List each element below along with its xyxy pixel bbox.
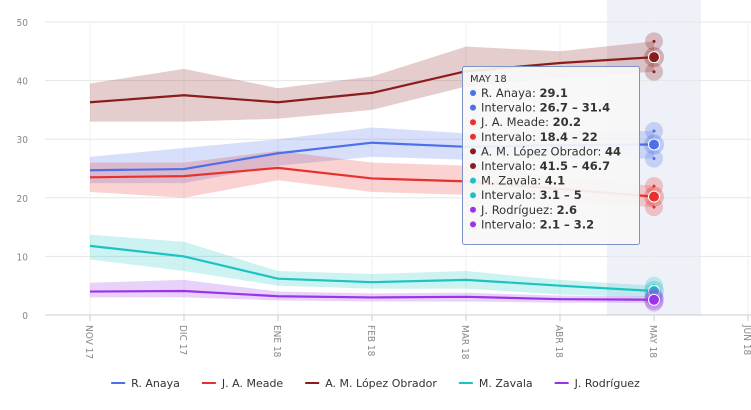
confidence-band [90,234,654,297]
tooltip-bullet [470,133,476,140]
legend: R. Anaya J. A. Meade A. M. López Obrador M.… [111,377,640,390]
y-tick-label: 0 [22,311,28,322]
tooltip-row: Intervalo: 2.1 – 3.2 [481,217,594,231]
confidence-band [90,41,654,122]
band-dot [652,70,656,74]
x-tick-label: NOV 17 [83,325,94,359]
tooltip-value: 44 [605,144,621,158]
tooltip-row: A. M. López Obrador: 44 [481,144,621,158]
tooltip-label: Intervalo: [481,159,540,173]
x-tick-label: FEB 18 [365,325,376,357]
series-line [89,244,655,293]
tooltip-bullet [470,119,476,126]
tooltip-value: 4.1 [545,174,565,188]
tooltip-row: Intervalo: 18.4 – 22 [481,130,598,144]
tooltip-label: Intervalo: [481,188,540,202]
y-tick-label: 10 [17,252,29,263]
x-tick-label: MAY 18 [647,325,658,358]
legend-label: A. M. López Obrador [325,377,437,390]
tooltip-bullet [470,177,476,184]
tooltip-label: J. Rodríguez: [480,203,557,217]
tooltip-row: Intervalo: 41.5 – 46.7 [481,159,610,173]
x-tick-label: MAR 18 [459,325,470,360]
x-tick-label: ABR 18 [553,325,564,358]
marker [648,190,660,203]
y-tick-label: 30 [17,135,29,146]
tooltip-bullet [470,192,476,199]
legend-label: J. Rodríguez [574,377,640,390]
tooltip-row: J. A. Meade: 20.2 [480,115,581,129]
tooltip-row: Intervalo: 3.1 – 5 [481,188,582,202]
y-tick-label: 50 [17,18,29,29]
tooltip-label: R. Anaya: [481,86,539,100]
x-tick-label: DIC 17 [177,325,188,355]
marker [648,51,660,64]
series-line [89,56,655,104]
tooltip-label: A. M. López Obrador: [481,144,605,158]
band-dot [652,39,656,43]
band-dot [652,205,656,209]
legend-label: J. A. Meade [221,377,284,390]
y-tick-label: 20 [17,194,29,205]
tooltip-value: 2.1 – 3.2 [540,217,595,231]
series-line [89,289,655,301]
tooltip-value: 18.4 – 22 [540,130,598,144]
band-dot [652,129,656,133]
x-tick-label: ENE 18 [271,325,282,358]
tooltip-row: M. Zavala: 4.1 [481,174,565,188]
tooltip-label: Intervalo: [481,217,540,231]
band-dot [652,157,656,161]
legend-label: R. Anaya [131,377,180,390]
tooltip-bullet [470,90,476,96]
legend-label: M. Zavala [479,377,533,390]
tooltip-value: 20.2 [553,115,581,129]
band-dot [652,184,656,188]
tooltip-bullet [470,148,476,155]
tooltip-bullet [470,104,476,111]
marker [648,293,660,306]
tooltip-value: 3.1 – 5 [540,188,582,202]
tooltip-row: R. Anaya: 29.1 [481,86,568,100]
tooltip-value: 29.1 [539,86,567,100]
tooltip-value: 26.7 – 31.4 [540,101,611,115]
marker [648,138,660,151]
x-tick-label: JUN 18 [741,324,751,356]
tooltip-label: Intervalo: [481,130,540,144]
tooltip-label: Intervalo: [481,101,540,115]
tooltip-value: 2.6 [557,203,577,217]
tooltip-box [462,66,640,245]
tooltip-bullet [470,221,476,228]
y-tick-label: 40 [17,77,29,88]
tooltip-label: J. A. Meade: [480,115,553,129]
tooltip-title: MAY 18 [470,74,507,85]
tooltip-row: Intervalo: 26.7 – 31.4 [481,101,610,115]
tooltip-row: J. Rodríguez: 2.6 [480,203,577,217]
tooltip-bullet [470,163,476,169]
tooltip-label: M. Zavala: [481,174,545,188]
tooltip-bullet [470,206,476,213]
tooltip-value: 41.5 – 46.7 [540,159,611,173]
